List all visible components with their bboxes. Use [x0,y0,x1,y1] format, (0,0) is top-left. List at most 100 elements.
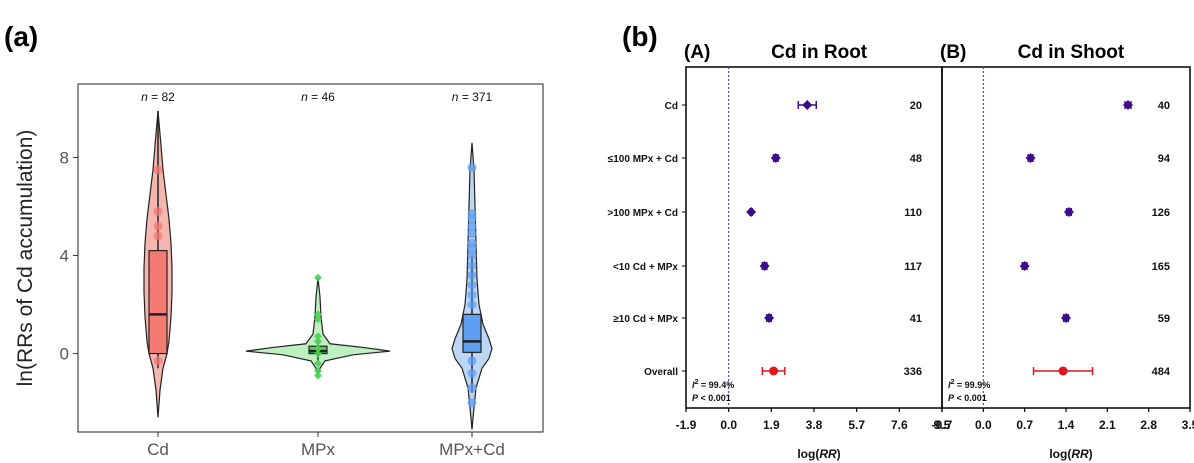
data-point [467,290,477,300]
estimate-point [1019,261,1030,271]
y-axis-label: ln(RRs of Cd accumulation) [14,130,37,387]
x-tick-label: 5.7 [848,418,865,432]
x-tick-label: Cd [147,440,169,459]
forest-title: Cd in Shoot [1018,42,1125,63]
estimate-point [1061,313,1071,323]
estimate-point [764,313,775,323]
data-point [314,310,322,319]
estimate-point [770,153,781,163]
data-point [153,221,163,231]
data-point [467,270,477,280]
data-point [314,366,322,375]
x-tick-label: 0.0 [975,418,992,432]
forest-frame [941,66,1191,409]
sample-count: 48 [910,153,922,165]
data-point [467,251,477,261]
x-tick-label: 0.7 [1016,418,1033,432]
x-tick-label: 2.1 [1099,418,1116,432]
data-point [153,300,163,310]
x-tick-label: 9.5 [934,418,951,432]
forest-title: Cd in Root [771,42,868,63]
data-point [153,356,163,366]
x-tick-label: 2.8 [1140,418,1157,432]
forest-panel-label: (B) [940,42,966,63]
sample-count: 117 [904,261,922,273]
sample-size-label: n = 82 [141,90,175,104]
estimate-point [802,100,813,110]
panel-label-b: (b) [622,21,658,52]
sample-size-label: n = 46 [301,90,335,104]
heterogeneity-stat: I2 = 99.9% [948,379,990,390]
x-tick-label: 0.0 [720,418,737,432]
sample-count: 59 [1158,313,1170,325]
sample-count: 40 [1158,100,1170,112]
panel-label-a: (a) [4,21,38,52]
sample-size-label: n = 371 [452,90,493,104]
data-point [467,221,477,231]
data-point [314,349,322,358]
estimate-point [1058,366,1068,376]
row-label: <10 Cd + MPx [613,262,678,273]
x-tick-label: 7.6 [891,418,908,432]
sample-count: 484 [1152,366,1171,378]
data-point [467,383,477,393]
data-point [314,332,322,341]
data-point [467,214,477,224]
data-point [314,337,322,346]
x-tick-label: 3.5 [1182,418,1194,432]
sample-count: 41 [910,313,922,325]
data-point [153,324,163,334]
sample-count: 165 [1152,261,1170,273]
y-tick-label: 0 [60,345,69,364]
data-point [314,371,322,380]
data-point [467,260,477,270]
violin-chart: 0 4 8 ln(RRs of Cd accumulation) Cd n = 82 MPx… [14,83,544,459]
forest-plot-root: (A) Cd in Root -1.9 0.0 1.9 3.8 5.7 7.6 9.5 log(R… [607,42,950,461]
estimate-point [746,207,757,217]
sample-count: 94 [1158,153,1171,165]
y-tick-label: 8 [60,149,69,168]
x-axis-label: log(RR) [797,447,840,461]
x-tick-label: 1.9 [763,418,780,432]
row-label: >100 MPx + Cd [607,208,678,219]
estimate-point [1025,153,1036,163]
estimate-point [759,261,770,271]
data-point [467,228,477,238]
heterogeneity-stat: I2 = 99.4% [692,379,734,390]
data-point [467,162,477,172]
data-point [153,165,163,175]
data-point [153,251,163,261]
estimate-point [1123,100,1133,110]
p-value-stat: P < 0.001 [948,393,987,403]
sample-count: 20 [910,100,922,112]
data-point [467,356,477,366]
forest-frame [685,66,943,409]
data-point [314,344,322,353]
data-point [153,206,163,216]
row-label: Cd [665,101,678,112]
data-point [314,315,322,324]
plot-frame [77,83,544,433]
data-point [153,275,163,285]
sample-count: 336 [904,366,922,378]
x-tick-label: -1.9 [676,418,697,432]
sample-count: 110 [904,207,922,219]
estimate-point [769,366,779,376]
estimate-point [1063,207,1074,217]
x-tick-label: -0.7 [932,418,953,432]
y-tick-label: 4 [60,247,69,266]
data-point [153,231,163,241]
data-point [314,359,322,368]
sample-count: 126 [1152,207,1170,219]
data-point [314,273,322,282]
forest-panel-label: (A) [684,42,710,63]
p-value-stat: P < 0.001 [692,393,731,403]
x-tick-label: 3.8 [806,418,823,432]
data-point [467,243,477,253]
x-axis-label: log(RR) [1049,447,1092,461]
box [462,313,482,353]
row-label: Overall [644,367,678,378]
forest-plot-shoot: (B) Cd in Shoot -0.7 0.0 0.7 1.4 2.1 2.8 3.5 log(… [932,42,1194,461]
data-point [153,344,163,354]
